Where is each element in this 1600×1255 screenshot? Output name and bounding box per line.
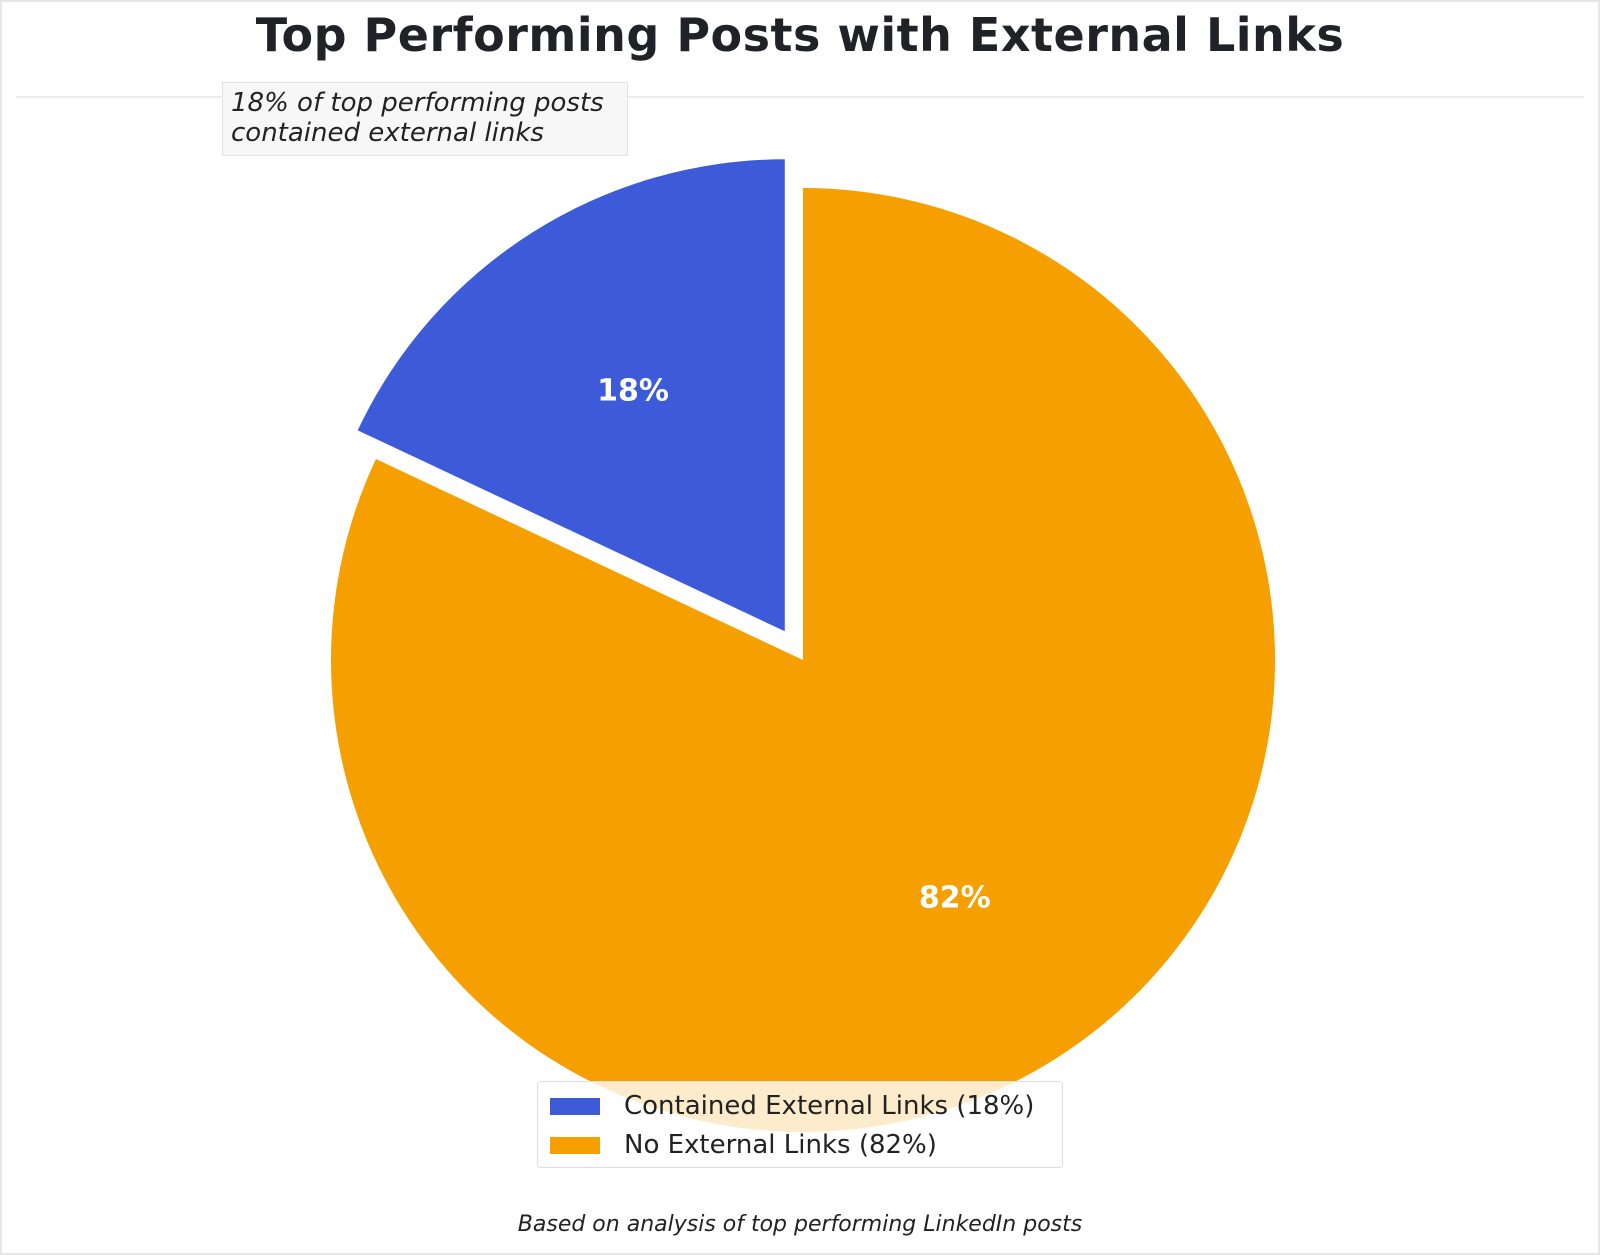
legend-item-no-external-links: No External Links (82%) <box>550 1128 937 1162</box>
annotation-line-2: contained external links <box>231 118 544 148</box>
slice-no-external-links <box>331 188 1276 1133</box>
slice-contained-external-links <box>357 159 785 632</box>
legend-label-no-external-links: No External Links (82%) <box>624 1130 937 1160</box>
slice-label-no-external-links: 82% <box>919 881 991 916</box>
footnote: Based on analysis of top performing Link… <box>517 1212 1083 1237</box>
legend-label-contained-external-links: Contained External Links (18%) <box>624 1091 1035 1121</box>
chart-title: Top Performing Posts with External Links <box>255 8 1345 62</box>
slice-label-contained-external-links: 18% <box>597 374 669 409</box>
annotation-line-1: 18% of top performing posts <box>231 88 604 118</box>
legend-swatch-contained-external-links <box>550 1097 600 1115</box>
annotation-box: 18% of top performing posts contained ex… <box>222 82 628 156</box>
legend-swatch-no-external-links <box>550 1136 600 1154</box>
legend-item-contained-external-links: Contained External Links (18%) <box>550 1089 1034 1123</box>
title-divider <box>16 96 1584 98</box>
legend: Contained External Links (18%) No Extern… <box>537 1081 1063 1168</box>
